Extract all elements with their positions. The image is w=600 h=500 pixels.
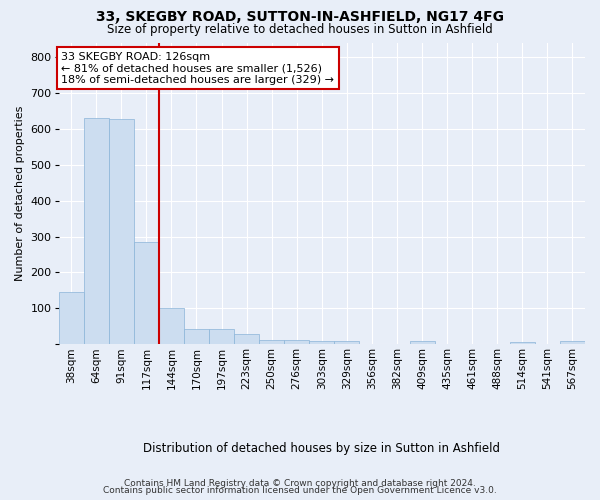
Bar <box>134 242 159 344</box>
Bar <box>259 340 284 344</box>
Bar <box>510 342 535 344</box>
Bar <box>410 342 434 344</box>
Y-axis label: Number of detached properties: Number of detached properties <box>15 106 25 281</box>
Text: Size of property relative to detached houses in Sutton in Ashfield: Size of property relative to detached ho… <box>107 22 493 36</box>
X-axis label: Distribution of detached houses by size in Sutton in Ashfield: Distribution of detached houses by size … <box>143 442 500 455</box>
Bar <box>59 292 83 344</box>
Bar <box>334 340 359 344</box>
Bar <box>309 340 334 344</box>
Bar <box>83 118 109 344</box>
Bar <box>109 118 134 344</box>
Text: 33, SKEGBY ROAD, SUTTON-IN-ASHFIELD, NG17 4FG: 33, SKEGBY ROAD, SUTTON-IN-ASHFIELD, NG1… <box>96 10 504 24</box>
Text: Contains public sector information licensed under the Open Government Licence v3: Contains public sector information licen… <box>103 486 497 495</box>
Bar <box>209 329 234 344</box>
Text: Contains HM Land Registry data © Crown copyright and database right 2024.: Contains HM Land Registry data © Crown c… <box>124 478 476 488</box>
Text: 33 SKEGBY ROAD: 126sqm
← 81% of detached houses are smaller (1,526)
18% of semi-: 33 SKEGBY ROAD: 126sqm ← 81% of detached… <box>61 52 334 85</box>
Bar <box>234 334 259 344</box>
Bar <box>159 308 184 344</box>
Bar <box>184 328 209 344</box>
Bar <box>284 340 309 344</box>
Bar <box>560 342 585 344</box>
